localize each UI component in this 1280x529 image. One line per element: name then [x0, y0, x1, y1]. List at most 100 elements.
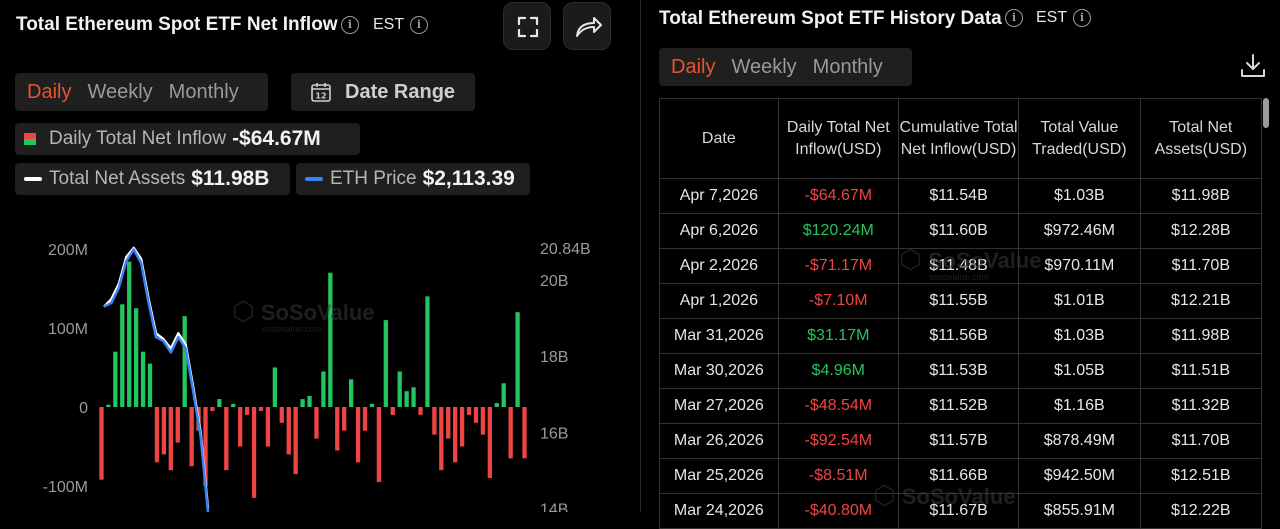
- cell-cumulative-net-inflow: $11.53B: [897, 353, 1020, 389]
- download-icon[interactable]: [1238, 51, 1268, 81]
- net-inflow-bar: [348, 379, 354, 407]
- y-right-tick-label: 16B: [540, 425, 568, 442]
- table-row[interactable]: Mar 26,2026 -$92.54M $11.57B $878.49M $11.70…: [659, 423, 1263, 459]
- net-inflow-bar: [480, 407, 486, 435]
- net-inflow-panel: Total Ethereum Spot ETF Net Inflow i EST…: [0, 0, 640, 512]
- history-title: Total Ethereum Spot ETF History Data: [659, 8, 1002, 29]
- net-inflow-bar: [168, 407, 173, 471]
- legend-net-assets-value: $11.98B: [191, 167, 270, 190]
- history-interval-tabs: Daily Weekly Monthly: [659, 48, 912, 86]
- history-tab-daily[interactable]: Daily: [671, 55, 716, 78]
- cell-daily-net-inflow: -$92.54M: [777, 423, 899, 459]
- net-inflow-bar: [355, 407, 361, 463]
- net-inflow-bar: [251, 407, 257, 498]
- net-inflow-bar: [494, 403, 499, 407]
- timezone-info-icon[interactable]: i: [410, 16, 428, 34]
- net-inflow-bar: [286, 407, 291, 455]
- net-inflow-bar: [127, 261, 132, 407]
- net-inflow-bar: [425, 296, 430, 407]
- history-tab-weekly[interactable]: Weekly: [731, 55, 797, 78]
- net-inflow-bar: [189, 407, 194, 467]
- cell-date: Mar 27,2026: [659, 388, 779, 424]
- cell-total-value-traded: $1.16B: [1018, 388, 1141, 424]
- cell-date: Apr 6,2026: [659, 213, 779, 249]
- net-inflow-bar: [99, 407, 104, 480]
- net-inflow-bar: [376, 407, 382, 483]
- cell-daily-net-inflow: $31.17M: [777, 318, 899, 354]
- net-inflow-bar: [106, 404, 111, 407]
- legend-net-assets[interactable]: Total Net Assets $11.98B: [15, 163, 290, 195]
- cell-date: Mar 31,2026: [659, 318, 779, 354]
- table-header-row: Date Daily Total Net Inflow(USD) Cumulat…: [659, 98, 1263, 179]
- cell-total-value-traded: $972.46M: [1018, 213, 1141, 249]
- table-row[interactable]: Mar 31,2026 $31.17M $11.56B $1.03B $11.98B: [659, 318, 1263, 354]
- share-arrow-icon: [576, 17, 602, 37]
- cell-date: Mar 24,2026: [659, 493, 779, 529]
- col-total-value-traded[interactable]: Total Value Traded(USD): [1018, 98, 1141, 179]
- cell-total-value-traded: $1.01B: [1018, 283, 1141, 319]
- col-daily-net-inflow[interactable]: Daily Total Net Inflow(USD): [777, 98, 899, 179]
- table-row[interactable]: Mar 27,2026 -$48.54M $11.52B $1.16B $11.32B: [659, 388, 1263, 424]
- legend-eth-price[interactable]: ETH Price $2,113.39: [296, 163, 530, 195]
- cell-date: Mar 25,2026: [659, 458, 779, 494]
- cell-date: Apr 1,2026: [659, 283, 779, 319]
- table-row[interactable]: Apr 1,2026 -$7.10M $11.55B $1.01B $12.21B: [659, 283, 1263, 319]
- col-cumulative-net-inflow[interactable]: Cumulative Total Net Inflow(USD): [897, 98, 1020, 179]
- table-row[interactable]: Apr 2,2026 -$71.17M $11.48B $970.11M $11.70B: [659, 248, 1263, 284]
- cell-total-value-traded: $942.50M: [1018, 458, 1141, 494]
- panel-divider: [640, 0, 641, 512]
- net-inflow-chart: 200M 100M 0 -100M 20.84B 20B 18B 16B 14B: [43, 241, 591, 512]
- table-scrollbar[interactable]: [1263, 98, 1269, 128]
- cell-total-net-assets: $11.98B: [1139, 178, 1263, 214]
- cell-cumulative-net-inflow: $11.66B: [897, 458, 1020, 494]
- tab-daily[interactable]: Daily: [27, 80, 72, 103]
- legend-eth-price-label: ETH Price: [330, 168, 417, 189]
- legend-net-inflow-label: Daily Total Net Inflow: [49, 128, 227, 149]
- net-assets-line-icon: [24, 177, 42, 181]
- cell-daily-net-inflow: $4.96M: [777, 353, 899, 389]
- cell-total-value-traded: $878.49M: [1018, 423, 1141, 459]
- legend-net-inflow[interactable]: Daily Total Net Inflow -$64.67M: [15, 123, 360, 155]
- net-inflow-bar: [390, 407, 395, 415]
- history-tab-monthly[interactable]: Monthly: [812, 55, 883, 78]
- cell-cumulative-net-inflow: $11.52B: [897, 388, 1020, 424]
- fullscreen-button[interactable]: [503, 2, 551, 50]
- net-inflow-bar: [473, 407, 479, 423]
- table-row[interactable]: Apr 6,2026 $120.24M $11.60B $972.46M $12.28B: [659, 213, 1263, 249]
- cell-total-value-traded: $855.91M: [1018, 493, 1141, 529]
- net-inflow-bar: [466, 407, 472, 415]
- net-inflow-bar: [244, 407, 250, 415]
- cell-cumulative-net-inflow: $11.60B: [897, 213, 1020, 249]
- tab-weekly[interactable]: Weekly: [87, 80, 153, 103]
- table-row[interactable]: Mar 30,2026 $4.96M $11.53B $1.05B $11.51B: [659, 353, 1263, 389]
- net-inflow-bar: [432, 407, 437, 435]
- table-row[interactable]: Mar 25,2026 -$8.51M $11.66B $942.50M $12.51B: [659, 458, 1263, 494]
- net-inflow-bar: [300, 399, 305, 407]
- history-timezone-info-icon[interactable]: i: [1073, 9, 1091, 27]
- col-date[interactable]: Date: [659, 98, 779, 179]
- tab-monthly[interactable]: Monthly: [168, 80, 239, 103]
- net-inflow-bar: [161, 407, 167, 455]
- y-left-tick-label: 100M: [48, 321, 88, 338]
- net-inflow-bar: [238, 407, 243, 447]
- net-inflow-bar: [369, 403, 375, 407]
- cell-total-value-traded: $1.05B: [1018, 353, 1141, 389]
- info-icon[interactable]: i: [341, 16, 359, 34]
- cell-total-net-assets: $12.51B: [1139, 458, 1263, 494]
- interval-tabs: Daily Weekly Monthly: [15, 73, 268, 111]
- history-info-icon[interactable]: i: [1005, 9, 1023, 27]
- col-total-net-assets[interactable]: Total Net Assets(USD): [1139, 98, 1263, 179]
- date-range-button[interactable]: 12 Date Range: [291, 73, 475, 111]
- net-inflow-bar: [182, 316, 187, 407]
- cell-cumulative-net-inflow: $11.55B: [897, 283, 1020, 319]
- net-inflow-bar: [203, 407, 208, 486]
- timezone-label: EST: [373, 16, 405, 33]
- cell-daily-net-inflow: -$48.54M: [777, 388, 899, 424]
- share-button[interactable]: [563, 2, 611, 50]
- history-table: Date Daily Total Net Inflow(USD) Cumulat…: [659, 98, 1263, 529]
- cell-total-net-assets: $11.70B: [1139, 248, 1263, 284]
- y-left-tick-label: 0: [79, 400, 88, 417]
- table-row[interactable]: Apr 7,2026 -$64.67M $11.54B $1.03B $11.98B: [659, 178, 1263, 214]
- net-inflow-bar: [140, 351, 146, 407]
- cell-date: Apr 7,2026: [659, 178, 779, 214]
